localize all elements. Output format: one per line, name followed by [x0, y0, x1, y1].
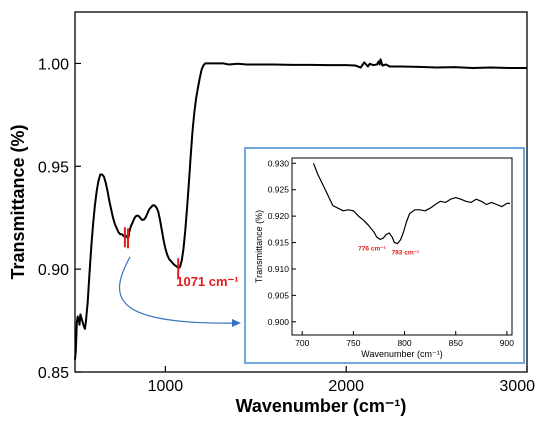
x-axis-title: Wavenumber (cm⁻¹) — [236, 396, 407, 416]
transmittance-series-line — [74, 58, 527, 360]
y-tick-label: 0.90 — [38, 262, 69, 279]
x-tick-label: 3000 — [499, 378, 535, 395]
x-tick-label: 1000 — [148, 378, 184, 395]
zoom-arrow-line — [118, 256, 239, 324]
zoom-arrow-head — [232, 319, 241, 327]
inset-border — [244, 147, 525, 364]
inset-y-tick-label: 0.900 — [268, 317, 290, 327]
inset-y-tick-label: 0.920 — [268, 211, 290, 221]
inset-y-axis-title: Transmittance (%) — [254, 210, 264, 283]
zoom-connector — [118, 256, 241, 327]
inset-y-tick-label: 0.910 — [268, 264, 290, 274]
inset-x-tick-label: 750 — [346, 338, 360, 348]
inset-series-line — [312, 163, 510, 245]
peak-label-1071: 1071 cm⁻¹ — [176, 274, 239, 289]
y-tick-label: 1.00 — [38, 56, 69, 73]
main-plot: 1000 2000 3000 0.85 0.90 0.95 1.00 Wavenumber (… — [8, 11, 535, 416]
inset-x-tick-label: 700 — [295, 338, 309, 348]
inset-peak-label: 776 cm⁻¹ — [358, 245, 386, 252]
inset-y-tick-label: 0.930 — [268, 158, 290, 168]
inset-x-tick-label: 850 — [449, 338, 463, 348]
inset-y-tick-label: 0.925 — [268, 185, 290, 195]
x-tick-label: 2000 — [328, 378, 364, 395]
inset-x-axis-title: Wavenumber (cm⁻¹) — [361, 349, 442, 359]
y-tick-label: 0.85 — [38, 365, 69, 382]
y-tick-label: 0.95 — [38, 159, 69, 176]
inset-plot: 700 750 800 850 900 0.900 0.905 0.910 0.915 0.920… — [244, 147, 525, 364]
y-axis-title: Transmittance (%) — [8, 124, 28, 279]
inset-plot-frame — [291, 157, 513, 336]
inset-x-tick-label: 900 — [500, 338, 514, 348]
inset-y-tick-label: 0.915 — [268, 238, 290, 248]
main-plot-frame — [74, 11, 528, 373]
inset-y-tick-label: 0.905 — [268, 290, 290, 300]
inset-peak-label: 793 cm⁻¹ — [392, 250, 420, 257]
inset-x-tick-label: 800 — [397, 338, 411, 348]
